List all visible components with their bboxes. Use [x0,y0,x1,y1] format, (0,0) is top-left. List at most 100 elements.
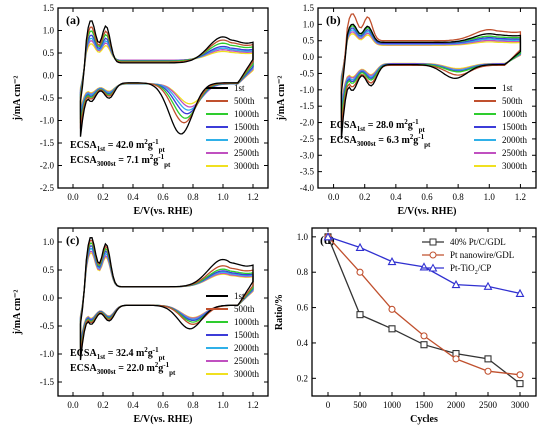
ecsa-exp: -1 [153,346,159,354]
x-axis-label: E/V(vs. RHE) [134,206,193,217]
x-tick-label: 1.0 [484,192,496,202]
y-axis-label: j/mA cm⁻² [12,290,23,336]
ecsa-annotation: ECSA3000st = 6.3 m2g-1pt [330,133,431,149]
ecsa-unit-exp: 2 [150,153,154,161]
legend-label: 2500th [234,148,260,158]
legend-label: 500th [502,96,523,106]
data-point [420,341,428,349]
x-tick-label: 0 [326,400,331,410]
x-tick-label: 0.6 [157,192,169,202]
ecsa-unit: g [158,363,163,374]
cv-curve-1000th [79,30,254,124]
y-tick-label: -3.5 [300,167,315,177]
ecsa-pt: pt [164,161,171,169]
ecsa-value: = 28.0 m [365,120,405,131]
ecsa-text: ECSA [70,348,97,359]
y-axis-label: j/mA cm⁻² [276,76,287,122]
ecsa-text: ECSA [70,155,97,166]
ecsa-unit: g [153,155,158,166]
ecsa-pt: pt [419,126,426,134]
legend-label: 40% Pt/C/GDL [450,237,506,247]
y-tick-label: -1.0 [300,85,315,95]
legend-label: 3000th [234,369,260,379]
data-point [484,355,492,363]
legend-label: 1000th [502,109,528,119]
data-point [356,268,364,276]
ecsa-subscript: 3000st [97,368,117,376]
ecsa-unit-exp: 2 [155,361,159,369]
y-tick-label: -3.0 [300,150,315,160]
data-point [484,367,492,375]
panel-c: 0.0 0.2 0.4 0.6 0.8 1.0 1.2 -1.5 -1.0 -0.5 0.0 0.5 1… [12,227,269,425]
ecsa-subscript: 3000st [97,160,117,168]
legend-label: 1000th [234,317,260,327]
legend-label: 2000th [234,135,260,145]
ecsa-subscript: 3000st [357,140,377,148]
y-tick-label: 0.4 [297,338,309,348]
y-tick-label: 0.5 [43,265,55,275]
legend-label: 2000th [234,343,260,353]
cv-curve-2500th [79,250,254,345]
y-tick-label: 0.0 [303,52,315,62]
legend-label-rest: /CP [478,263,492,273]
x-tick-label: 1.2 [247,400,258,410]
y-tick-label: -1.0 [40,116,55,126]
x-tick-label: 0.2 [97,192,108,202]
ecsa-unit: g [148,140,153,151]
x-tick-label: 1.2 [247,192,258,202]
cv-curve-1st [79,20,254,137]
ecsa-text: ECSA [70,140,97,151]
y-tick-label: 0.0 [43,293,55,303]
x-tick-label: 2000 [447,400,466,410]
legend-marker [429,238,437,246]
y-tick-label: -1.5 [300,101,315,111]
data-point [516,380,524,388]
series-group [79,20,254,137]
panel-b: 0.0 0.2 0.4 0.6 0.8 1.0 1.2 -4.0 -3.5 -3.0 -2.5 -2.… [276,3,537,217]
legend-label: 1st [234,291,245,301]
x-tick-label: 0.8 [187,192,199,202]
ecsa-unit-exp: 2 [144,138,148,146]
legend-label: 500th [234,304,255,314]
y-tick-label: -0.5 [300,68,315,78]
ecsa-unit-exp: 2 [410,133,414,141]
legend-marker [429,251,437,259]
data-point [356,311,364,319]
legend-label: 1500th [234,330,260,340]
cv-curve-3000th [79,43,254,110]
ecsa-exp: -1 [153,138,159,146]
x-tick-label: 0.2 [97,400,108,410]
y-axis-label: j/mA cm⁻² [12,76,23,122]
y-tick-label: -1.5 [40,138,55,148]
panel-d: 0 500 1000 1500 2000 2500 3000 0.2 0.4 0.6 0.8 1.0 C… [274,227,537,425]
x-tick-label: 0.4 [127,192,139,202]
y-tick-label: -2.0 [300,118,315,128]
x-tick-label: 0.4 [390,192,402,202]
data-point [515,288,525,297]
data-point [483,281,493,290]
ecsa-text: ECSA [70,363,97,374]
legend-label: 1000th [234,109,260,119]
data-point [452,355,460,363]
ecsa-subscript: 1st [97,145,106,153]
data-point [355,242,365,252]
legend-label: 1500th [234,122,260,132]
cv-curve-1st [79,237,254,361]
x-tick-label: 0.8 [187,400,199,410]
y-tick-label: -1.5 [40,377,55,387]
y-tick-label: 0.5 [43,48,55,58]
y-tick-label: -1.0 [40,349,55,359]
x-tick-label: 0.8 [453,192,465,202]
data-point [323,232,333,241]
y-axis-label: Ratio/% [274,294,285,330]
cv-curve-500th [340,13,522,128]
y-tick-label: 1.5 [43,3,55,13]
x-tick-label: 2500 [479,400,498,410]
legend-label: 2000th [502,135,528,145]
panel-label: (a) [66,13,80,27]
legend-label: 500th [234,96,255,106]
legend-label: 2500th [234,356,260,366]
ecsa-unit: g [148,348,153,359]
y-tick-label: -2.0 [40,161,55,171]
